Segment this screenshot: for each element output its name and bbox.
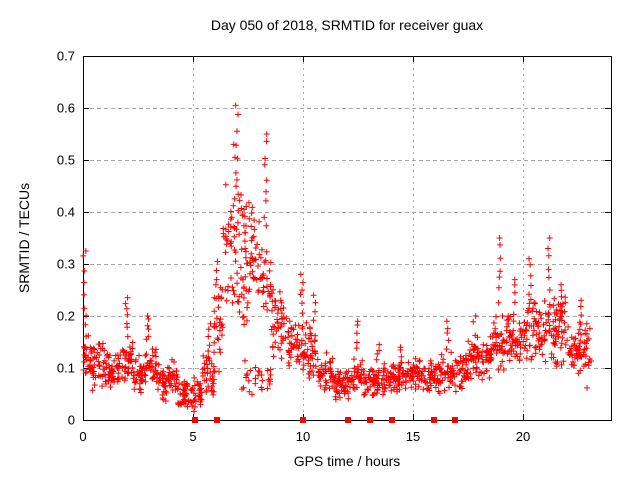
y-tick-label: 0.6 <box>57 101 75 116</box>
x-axis-label: GPS time / hours <box>293 453 401 469</box>
x-tick-label: 0 <box>79 429 86 444</box>
y-tick-label: 0.4 <box>57 205 75 220</box>
event-square <box>452 417 458 423</box>
event-square <box>389 417 395 423</box>
y-tick-label: 0.2 <box>57 309 75 324</box>
y-tick-label: 0.7 <box>57 49 75 64</box>
y-tick-label: 0.3 <box>57 257 75 272</box>
event-square <box>214 417 220 423</box>
event-square <box>300 417 306 423</box>
y-tick-label: 0.5 <box>57 153 75 168</box>
event-square <box>367 417 373 423</box>
y-tick-label: 0.1 <box>57 361 75 376</box>
y-tick-label: 0 <box>68 413 75 428</box>
plot-border <box>83 56 612 421</box>
x-tick-label: 15 <box>406 429 420 444</box>
scatter-points <box>80 102 594 415</box>
x-tick-label: 10 <box>296 429 310 444</box>
chart-title: Day 050 of 2018, SRMTID for receiver gua… <box>210 17 484 33</box>
event-square <box>345 417 351 423</box>
event-square <box>192 417 198 423</box>
x-tick-label: 20 <box>516 429 530 444</box>
x-tick-label: 5 <box>189 429 196 444</box>
event-square <box>431 417 437 423</box>
